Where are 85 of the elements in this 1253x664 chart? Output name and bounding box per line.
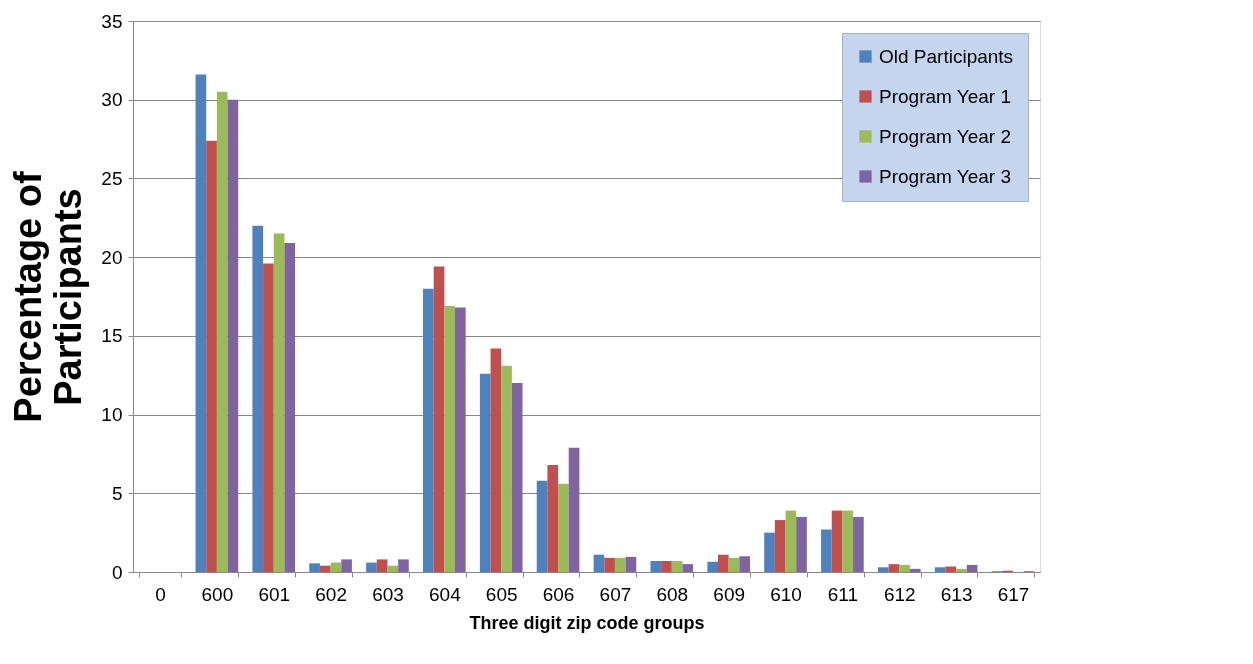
bar xyxy=(195,74,207,572)
bar xyxy=(821,529,832,572)
bar xyxy=(661,560,672,572)
x-tick-label: 608 xyxy=(656,583,689,605)
bar xyxy=(252,225,264,572)
x-tick-label: 601 xyxy=(258,583,291,605)
bar xyxy=(739,556,750,572)
bar xyxy=(455,307,466,572)
bar xyxy=(423,288,434,572)
y-tick-label: 30 xyxy=(101,89,123,111)
bar xyxy=(707,561,718,572)
bar xyxy=(888,564,900,572)
x-tick-label: 611 xyxy=(827,583,859,605)
x-tick-label: 606 xyxy=(542,583,575,605)
bar xyxy=(376,559,388,572)
bar xyxy=(366,562,377,572)
bar xyxy=(956,568,967,572)
bar xyxy=(945,566,957,572)
x-tick-label: 617 xyxy=(997,583,1030,605)
bar xyxy=(227,99,239,572)
bar xyxy=(501,365,512,572)
legend-label: Program Year 2 xyxy=(879,125,1012,147)
legend-label: Program Year 3 xyxy=(879,165,1012,187)
x-tick-label: 604 xyxy=(428,583,462,605)
y-tick-label: 35 xyxy=(101,10,123,32)
bar xyxy=(774,520,786,572)
x-tick-label: 602 xyxy=(315,583,347,605)
y-tick-label: 25 xyxy=(101,167,123,189)
bar xyxy=(682,564,694,572)
bar xyxy=(309,563,320,572)
y-tick-label: 15 xyxy=(101,325,123,347)
bar xyxy=(547,464,559,572)
bar xyxy=(558,483,569,572)
y-tick-label: 5 xyxy=(111,482,123,504)
bar xyxy=(614,557,626,572)
bar xyxy=(273,233,285,572)
x-tick-label: 600 xyxy=(201,583,234,605)
x-tick-label: 610 xyxy=(770,583,802,605)
bar xyxy=(877,567,889,572)
bar xyxy=(536,480,548,572)
x-axis-title: Three digit zip code groups xyxy=(469,612,705,633)
bar xyxy=(796,516,807,572)
bar xyxy=(899,564,910,572)
bar xyxy=(263,263,274,572)
bar xyxy=(511,383,523,572)
bar xyxy=(433,266,445,572)
bar xyxy=(853,516,864,572)
x-tick-label: 612 xyxy=(883,583,916,605)
x-tick-label: 609 xyxy=(713,583,746,605)
legend-label: Program Year 1 xyxy=(879,85,1012,107)
bar xyxy=(785,510,797,572)
bar xyxy=(909,568,921,572)
bar xyxy=(728,557,740,572)
bar xyxy=(966,564,978,572)
bar xyxy=(604,557,615,572)
legend-label: Old Participants xyxy=(879,45,1014,67)
bar xyxy=(568,447,580,572)
bar xyxy=(284,242,296,572)
y-tick-label: 20 xyxy=(101,246,123,268)
bar xyxy=(387,565,399,572)
bar xyxy=(764,532,775,572)
bar xyxy=(593,554,605,572)
x-tick-label: 607 xyxy=(599,583,632,605)
bar xyxy=(934,567,946,572)
bar xyxy=(671,560,683,572)
bar xyxy=(319,565,331,572)
x-tick-label: 603 xyxy=(372,583,404,605)
y-tick-label: 10 xyxy=(101,404,123,426)
bar xyxy=(718,554,729,572)
x-tick-label: 613 xyxy=(940,583,973,605)
bar xyxy=(444,305,455,572)
y-tick-label: 0 xyxy=(111,561,123,583)
x-tick-label: 605 xyxy=(485,583,518,605)
bar xyxy=(625,556,637,572)
x-tick-label: 0 xyxy=(155,583,166,605)
bar xyxy=(206,140,217,572)
bar xyxy=(216,91,228,572)
y-axis-title: Percentage of Participants xyxy=(7,171,90,423)
bar xyxy=(479,373,491,572)
bar xyxy=(398,559,409,572)
bar xyxy=(842,510,854,572)
bar xyxy=(831,510,843,572)
bar xyxy=(490,348,502,572)
bar xyxy=(650,560,662,572)
bar xyxy=(341,559,352,572)
